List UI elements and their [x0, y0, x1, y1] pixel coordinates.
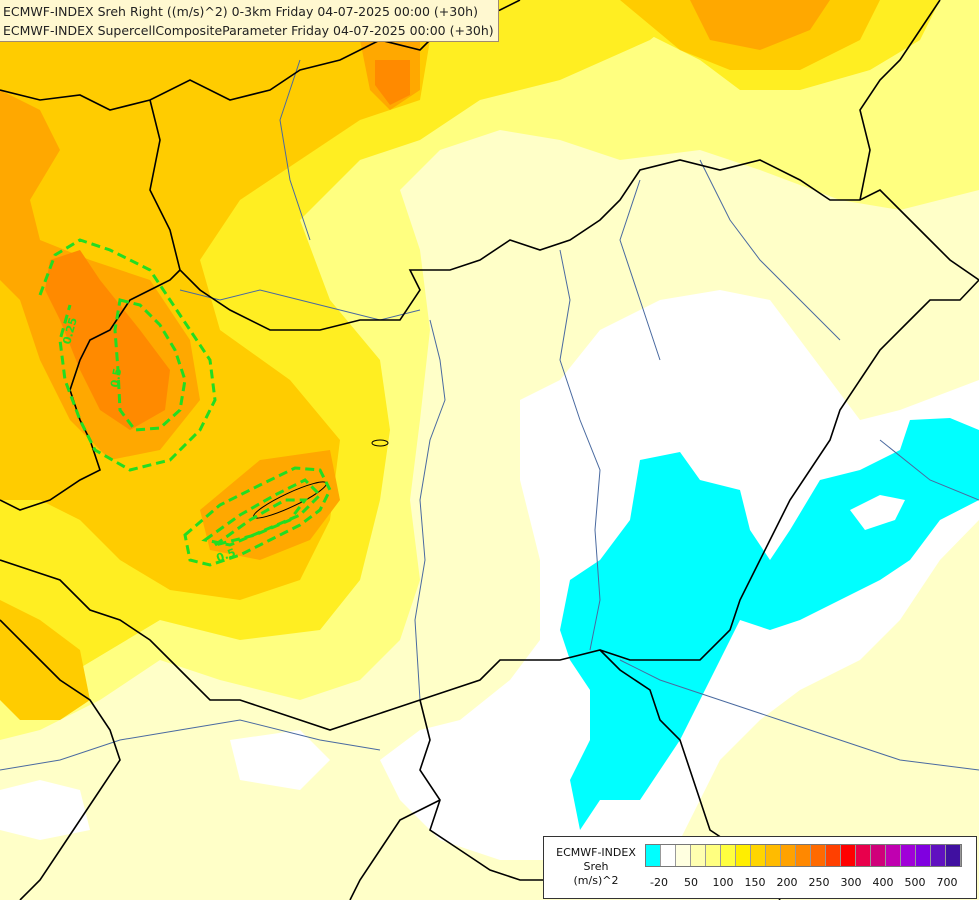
- legend-title: ECMWF-INDEX Sreh (m/s)^2: [550, 846, 642, 888]
- sreh-field-200: [45, 250, 170, 430]
- legend-title-line-3: (m/s)^2: [573, 874, 619, 887]
- scp-label-b: 0.5: [108, 367, 124, 388]
- legend-tick-label: 400: [872, 876, 894, 889]
- legend-tick-label: 250: [808, 876, 830, 889]
- legend-ticks: -20 50 100 150 200 250 300 400 500 700: [645, 876, 970, 890]
- legend-tick-label: 200: [776, 876, 798, 889]
- legend-swatch: [931, 845, 946, 866]
- legend-tick-label: 500: [904, 876, 926, 889]
- legend-swatch: [886, 845, 901, 866]
- legend-swatch: [811, 845, 826, 866]
- legend-tick-label: -20: [650, 876, 668, 889]
- sreh-field-175-ne: [690, 0, 830, 50]
- legend-title-line-2: Sreh: [583, 860, 609, 873]
- legend-tick-label: 300: [840, 876, 862, 889]
- legend-color-bar: [645, 844, 962, 867]
- sreh-field-0-sw: [0, 780, 90, 840]
- color-legend: ECMWF-INDEX Sreh (m/s)^2 -20 50 100 150 200 2…: [543, 836, 977, 899]
- legend-title-line-1: ECMWF-INDEX: [556, 846, 636, 859]
- legend-swatch: [826, 845, 841, 866]
- map-title-box: ECMWF-INDEX Sreh Right ((m/s)^2) 0-3km F…: [0, 0, 499, 42]
- sreh-field-175-c: [200, 450, 340, 560]
- lake-small: [371, 439, 389, 447]
- sreh-field-200-n: [375, 60, 410, 105]
- legend-swatch: [871, 845, 886, 866]
- legend-swatch: [916, 845, 931, 866]
- scp-label-c: 0.5: [215, 546, 238, 565]
- sreh-field-0-s: [230, 730, 330, 790]
- legend-swatch: [691, 845, 706, 866]
- map-title-line-2: ECMWF-INDEX SupercellCompositeParameter …: [3, 23, 494, 38]
- legend-swatch: [661, 845, 676, 866]
- map-title-line-1: ECMWF-INDEX Sreh Right ((m/s)^2) 0-3km F…: [3, 4, 478, 19]
- sreh-field-150-sw: [0, 600, 90, 720]
- legend-swatch: [676, 845, 691, 866]
- legend-tick-label: 100: [712, 876, 734, 889]
- legend-swatch: [706, 845, 721, 866]
- rivers: [0, 59, 979, 771]
- legend-tick-label: 150: [744, 876, 766, 889]
- legend-swatch: [781, 845, 796, 866]
- legend-swatch: [751, 845, 766, 866]
- legend-swatch: [796, 845, 811, 866]
- sreh-hole-east: [850, 495, 905, 530]
- legend-swatch: [856, 845, 871, 866]
- legend-swatch: [721, 845, 736, 866]
- legend-swatch: [766, 845, 781, 866]
- legend-tick-label: 700: [936, 876, 958, 889]
- scp-contours: [38, 238, 332, 567]
- legend-swatch: [646, 845, 661, 866]
- legend-swatch: [736, 845, 751, 866]
- legend-swatch: [841, 845, 856, 866]
- legend-swatch: [946, 845, 961, 866]
- legend-swatch: [901, 845, 916, 866]
- legend-tick-label: 50: [684, 876, 698, 889]
